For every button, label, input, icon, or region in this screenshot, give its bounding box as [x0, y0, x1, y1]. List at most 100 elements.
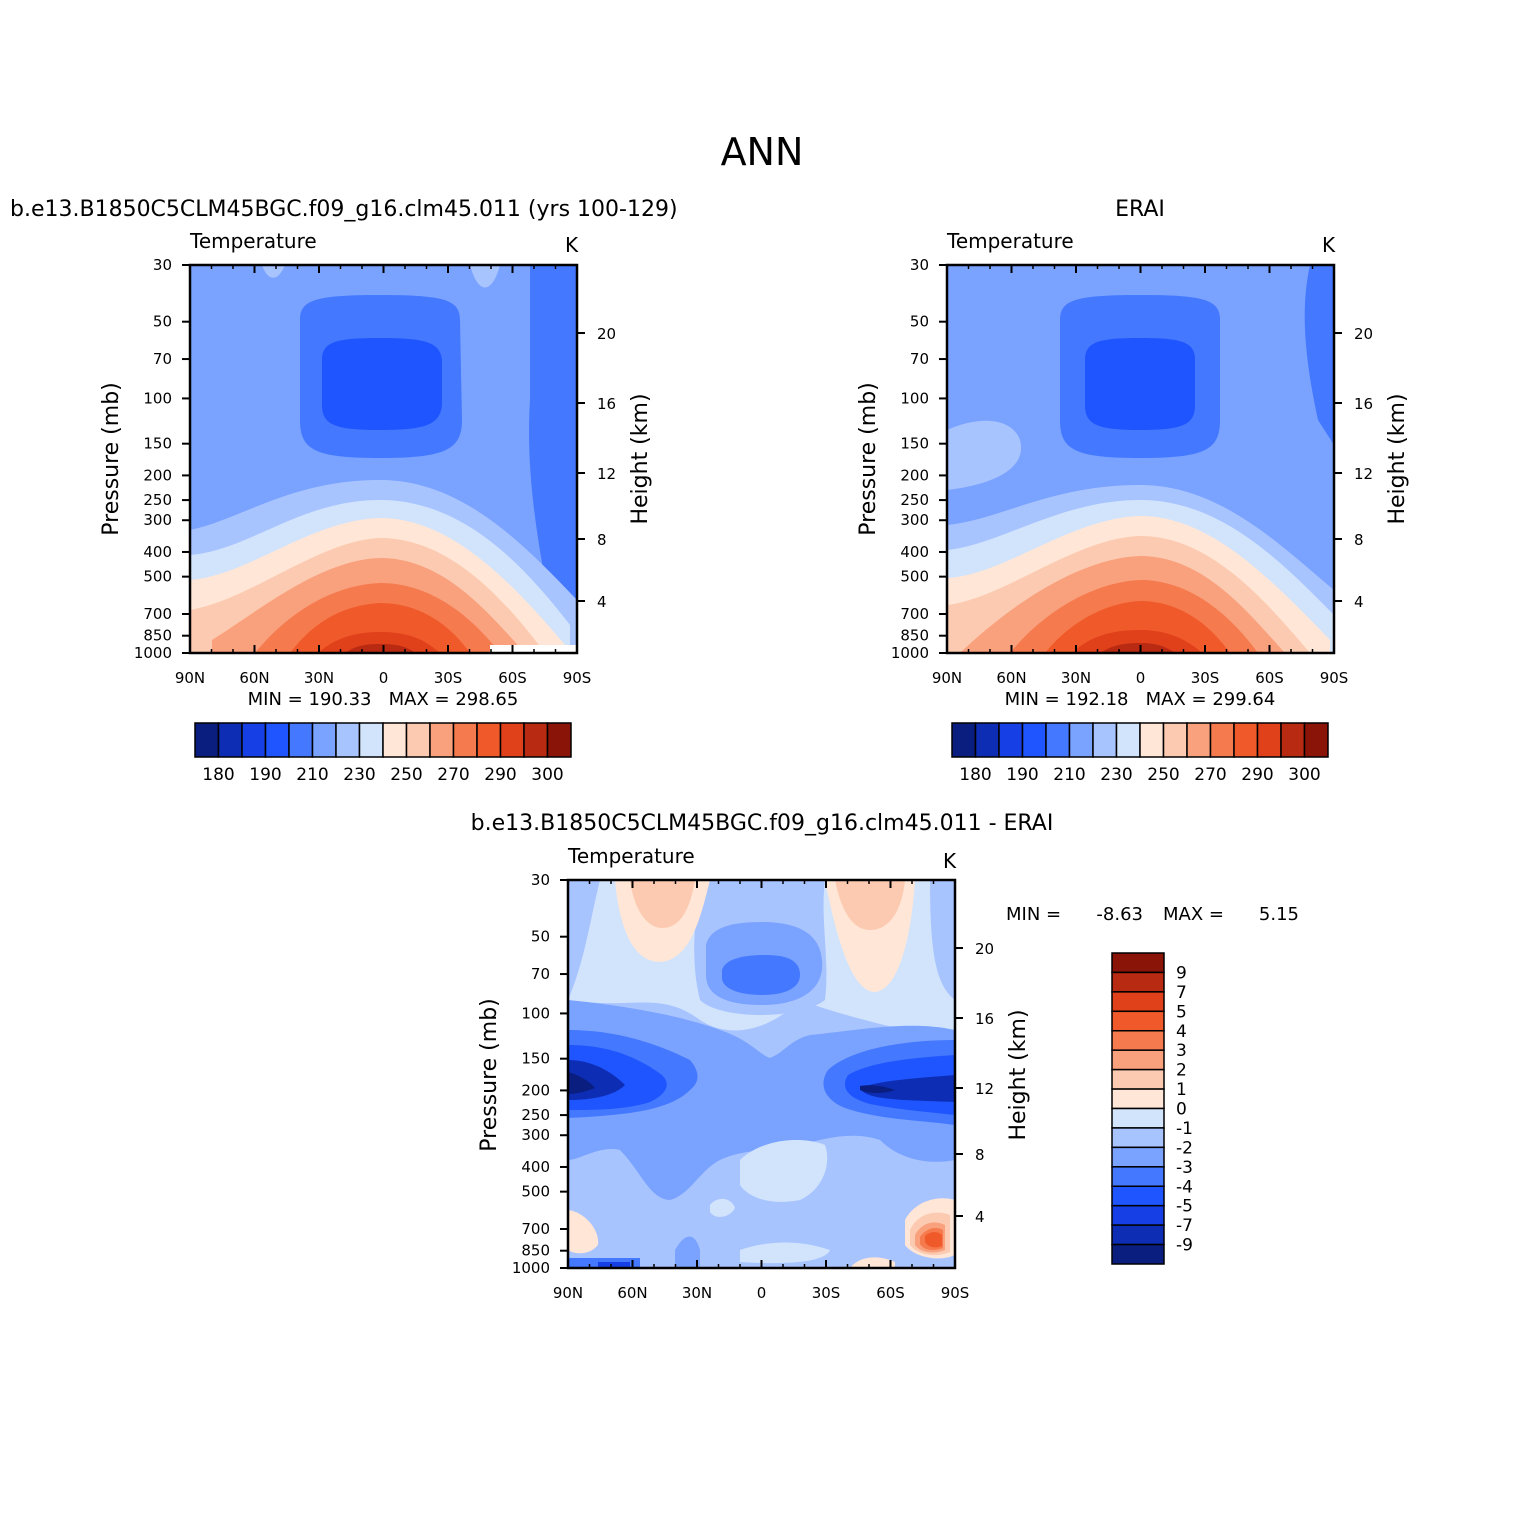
colorbar-box	[1186, 722, 1212, 758]
x-tick-label: 30S	[812, 1284, 841, 1302]
colorbar-label: 290	[1241, 765, 1273, 785]
colorbar-box	[1209, 722, 1235, 758]
colorbar-box	[1162, 722, 1188, 758]
colorbar-box	[1111, 1127, 1165, 1149]
y-tick-label: 50	[531, 928, 550, 946]
stats-min-label: MIN =	[1006, 904, 1061, 925]
colorbar-box	[1111, 1166, 1165, 1187]
colorbar-label: 180	[959, 765, 991, 785]
y-tick-label: 400	[900, 543, 929, 561]
colorbar-label: 4	[1176, 1022, 1187, 1042]
y-tick-label: 250	[143, 491, 172, 509]
y-tick-label: 250	[900, 491, 929, 509]
panel-model: b.e13.B1850C5CLM45BGC.f09_g16.clm45.011 …	[10, 197, 678, 785]
axes: 90N 60N 30N 0 30S 60S 90S 30 50 70 100 150 200 250 300…	[512, 871, 994, 1302]
colorbar-box	[288, 722, 314, 758]
colorbar-box	[1045, 722, 1071, 758]
colorbar-label: 0	[1176, 1100, 1187, 1120]
y-tick-label: 250	[521, 1106, 550, 1124]
panel-right-label: K	[1322, 233, 1336, 257]
y-axis-title: Pressure (mb)	[856, 382, 881, 536]
x-tick-label: 60S	[498, 669, 527, 687]
colorbar-box	[1111, 971, 1165, 993]
colorbar-label: 190	[1006, 765, 1038, 785]
y-tick-label: 150	[143, 435, 172, 453]
colorbar: 180 190 210 230 250 270 290 300	[194, 722, 572, 785]
x-tick-label: 30N	[1061, 669, 1091, 687]
colorbar-box	[1115, 722, 1141, 758]
y2-axis-title: Height (km)	[628, 393, 653, 524]
y-tick-label: 150	[900, 435, 929, 453]
colorbar-box	[217, 722, 243, 758]
panel-left-label: Temperature	[567, 844, 695, 868]
colorbar-label: 7	[1176, 983, 1187, 1003]
y-tick-label: 30	[531, 871, 550, 889]
colorbar-box	[194, 722, 220, 758]
colorbar-box	[998, 722, 1024, 758]
y2-tick-label: 12	[597, 465, 616, 483]
x-tick-label: 0	[379, 669, 389, 687]
y-tick-label: 400	[521, 1158, 550, 1176]
y-tick-label: 300	[143, 511, 172, 529]
x-tick-label: 30N	[304, 669, 334, 687]
y-tick-label: 700	[900, 605, 929, 623]
colorbar-label: 290	[484, 765, 516, 785]
colorbar-label: -1	[1176, 1119, 1193, 1139]
y-tick-label: 500	[900, 568, 929, 586]
x-tick-label: 0	[1136, 669, 1146, 687]
x-tick-label: 30N	[682, 1284, 712, 1302]
colorbar-box	[311, 722, 337, 758]
x-tick-label: 0	[757, 1284, 767, 1302]
y-tick-label: 850	[900, 627, 929, 645]
colorbar-box	[974, 722, 1000, 758]
y2-axis-title: Height (km)	[1006, 1009, 1031, 1140]
y-tick-label: 100	[143, 389, 172, 407]
y2-tick-label: 4	[597, 593, 607, 611]
colorbar-label: 180	[202, 765, 234, 785]
y2-tick-label: 12	[975, 1080, 994, 1098]
panel-right-label: K	[565, 233, 579, 257]
colorbar-box	[1111, 1030, 1165, 1051]
colorbar-box	[429, 722, 455, 758]
colorbar-box	[1111, 991, 1165, 1013]
y-tick-label: 1000	[134, 644, 172, 662]
colorbar-label: 230	[1100, 765, 1132, 785]
colorbar-box	[499, 722, 525, 758]
y2-tick-label: 4	[975, 1208, 985, 1226]
colorbar-box	[1111, 1146, 1165, 1168]
y-tick-label: 200	[521, 1081, 550, 1099]
axes: 90N 60N 30N 0 30S 60S 90S 30 50 70 100 150 200 250 300…	[134, 256, 616, 687]
panel-left-label: Temperature	[189, 229, 317, 253]
colorbar-box	[1139, 722, 1165, 758]
colorbar-label: 210	[296, 765, 328, 785]
contour-field	[190, 265, 577, 653]
x-tick-label: 30S	[434, 669, 463, 687]
colorbar-label: 1	[1176, 1080, 1187, 1100]
colorbar-box	[452, 722, 478, 758]
colorbar-box	[405, 722, 431, 758]
y-tick-label: 100	[521, 1004, 550, 1022]
panel-right-label: K	[943, 849, 957, 873]
colorbar-label: 3	[1176, 1041, 1187, 1061]
x-tick-label: 90S	[1320, 669, 1349, 687]
colorbar-box	[546, 722, 572, 758]
colorbar-label: 210	[1053, 765, 1085, 785]
colorbar-box	[382, 722, 408, 758]
stats-label: MIN = 192.18 MAX = 299.64	[1005, 689, 1276, 710]
y-tick-label: 50	[910, 313, 929, 331]
y2-tick-label: 8	[975, 1146, 985, 1164]
panel-title: b.e13.B1850C5CLM45BGC.f09_g16.clm45.011 …	[471, 811, 1054, 836]
axes: 90N 60N 30N 0 30S 60S 90S 30 50 70 100 150 200 250 300…	[891, 256, 1373, 687]
panel-title: b.e13.B1850C5CLM45BGC.f09_g16.clm45.011 …	[10, 197, 678, 222]
y2-tick-label: 20	[1354, 325, 1373, 343]
y-tick-label: 1000	[512, 1259, 550, 1277]
colorbar-box	[1111, 952, 1165, 974]
y-tick-label: 70	[910, 350, 929, 368]
x-tick-label: 90S	[563, 669, 592, 687]
y-tick-label: 700	[521, 1220, 550, 1238]
colorbar-box	[1256, 722, 1282, 758]
y2-tick-label: 20	[975, 940, 994, 958]
y2-tick-label: 16	[1354, 395, 1373, 413]
